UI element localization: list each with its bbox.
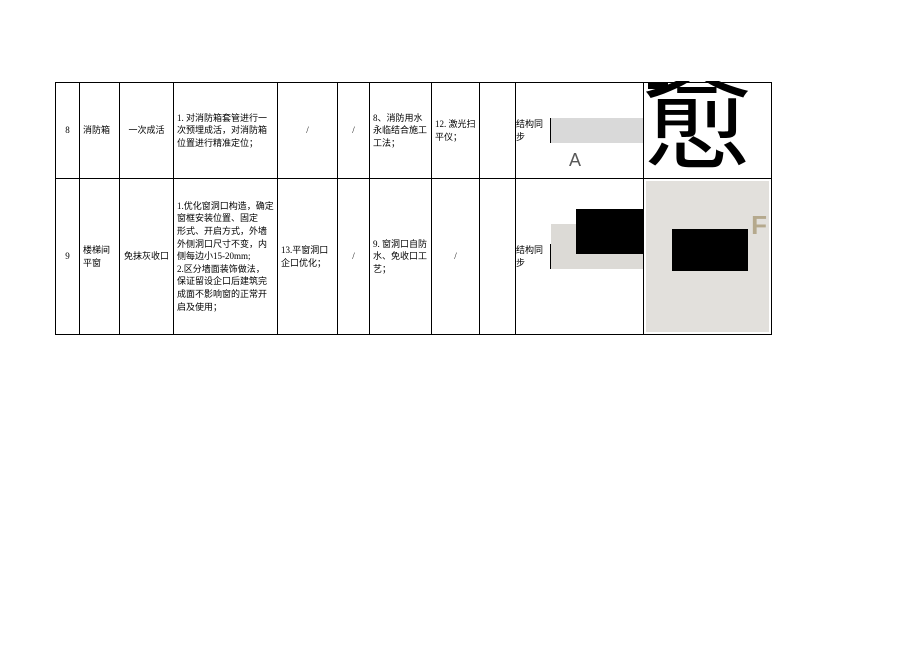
cell-timing: 结构同步 [516, 118, 551, 143]
image-cell-a: A [551, 118, 643, 143]
page-root: 8 消防箱 一次成活 1. 对消防箱套管进行一次预埋成活，对消防箱位置进行精准定… [0, 0, 920, 651]
black-box-icon [576, 209, 651, 254]
image-cell-b: 愈 [644, 83, 772, 179]
cell-name: 消防箱 [80, 83, 120, 179]
cell-timing: 结构同步 [516, 244, 551, 269]
cell-c5: / [338, 179, 370, 335]
cell-c6: 9. 窗洞口自防水、免收口工艺； [370, 179, 432, 335]
letter-f: F [751, 207, 767, 243]
cell-c7: 12. 激光扫平仪； [432, 83, 480, 179]
glyph-big: 愈 [642, 81, 769, 176]
cell-c5: / [338, 83, 370, 179]
cell-method: 免抹灰收口 [120, 179, 174, 335]
main-table: 8 消防箱 一次成活 1. 对消防箱套管进行一次预埋成活，对消防箱位置进行精准定… [55, 82, 772, 335]
image-cell-r: F [644, 179, 772, 335]
row-index: 8 [56, 83, 80, 179]
cell-c4: / [278, 83, 338, 179]
row-index: 9 [56, 179, 80, 335]
cell-c8 [480, 83, 516, 179]
cell-c7: / [432, 179, 480, 335]
black-box-icon [672, 229, 748, 271]
cell-name: 楼梯间平窗 [80, 179, 120, 335]
cell-c6: 8、消防用水永临结合施工工法； [370, 83, 432, 179]
cell-timing-wrap: 结构同步 A [516, 83, 644, 179]
cell-c4: 13.平窗洞口企口优化； [278, 179, 338, 335]
cell-method: 一次成活 [120, 83, 174, 179]
image-cell-l [551, 244, 643, 269]
image-a-label: A [569, 148, 581, 173]
cell-c8 [480, 179, 516, 335]
cell-desc: 1.优化窗洞口构造，确定窗框安装位置、固定 形式、开启方式，外墙外侧洞口尺寸不变… [174, 179, 278, 335]
cell-timing-wrap: 结构同步 [516, 179, 644, 335]
cell-desc: 1. 对消防箱套管进行一次预埋成活，对消防箱位置进行精准定位； [174, 83, 278, 179]
